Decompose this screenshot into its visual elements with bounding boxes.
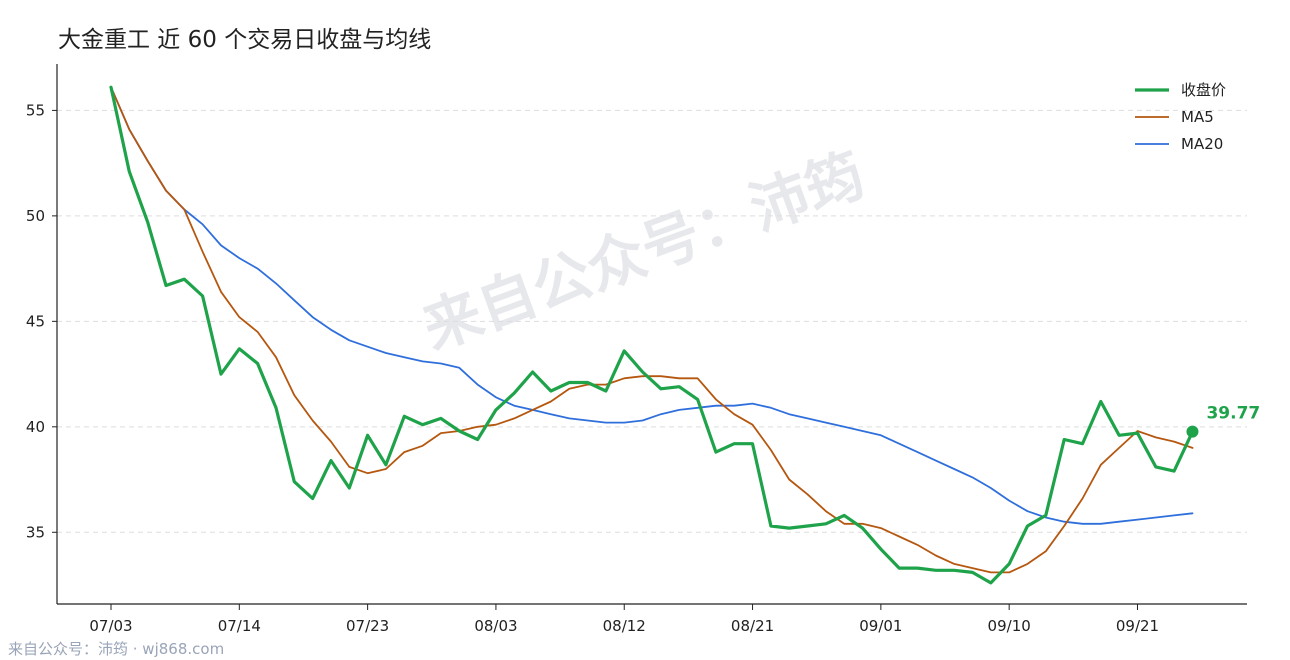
last-close-label: 39.77	[1206, 404, 1260, 424]
label-layer: 39.77	[1186, 404, 1260, 438]
x-tick-label: 08/03	[474, 617, 517, 635]
y-tick-label: 45	[26, 312, 45, 330]
y-tick-label: 50	[26, 207, 45, 225]
x-tick-label: 08/12	[603, 617, 646, 635]
series-layer	[109, 85, 1195, 585]
x-tick-label: 07/03	[89, 617, 132, 635]
axis-layer: 35 40 45 50 55 07/03 07/14 07/23 08/03 08/12 08/21…	[26, 64, 1247, 635]
watermark-layer: 来自公众号：沛筠	[414, 140, 873, 363]
series-close-line	[109, 85, 1195, 585]
y-tick-label: 55	[26, 101, 45, 119]
watermark-text: 来自公众号：沛筠	[414, 140, 873, 363]
legend: 收盘价 MA5 MA20	[1135, 81, 1226, 153]
x-tick-label: 07/14	[218, 617, 261, 635]
series-ma5-line	[110, 86, 1194, 574]
legend-label: 收盘价	[1181, 81, 1226, 99]
y-tick-label: 40	[26, 418, 45, 436]
footer-attribution: 来自公众号：沛筠 · wj868.com	[8, 640, 225, 658]
legend-label: MA5	[1181, 108, 1214, 126]
x-tick-label: 07/23	[346, 617, 389, 635]
y-tick-label: 35	[26, 523, 45, 541]
x-tick-label: 09/10	[988, 617, 1031, 635]
x-tick-label: 09/21	[1116, 617, 1159, 635]
chart-title: 大金重工 近 60 个交易日收盘与均线	[58, 27, 432, 53]
series-ma20-line	[110, 86, 1194, 525]
last-close-point	[1186, 425, 1199, 438]
x-tick-label: 08/21	[731, 617, 774, 635]
legend-label: MA20	[1181, 135, 1223, 153]
x-tick-label: 09/01	[859, 617, 902, 635]
grid-layer	[57, 109, 1247, 533]
